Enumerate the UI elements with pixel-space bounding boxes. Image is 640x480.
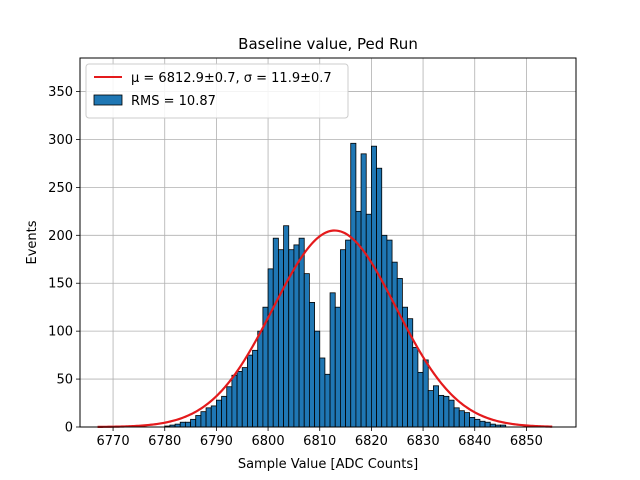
- histogram-bar: [386, 239, 393, 428]
- histogram-bar: [443, 395, 450, 428]
- histogram-bar: [365, 213, 372, 428]
- histogram-bar: [448, 399, 455, 428]
- histogram-bar: [252, 349, 259, 428]
- histogram-bar: [231, 374, 238, 428]
- chart-title: Baseline value, Ped Run: [238, 35, 418, 53]
- x-tick-label: 6810: [303, 434, 336, 449]
- legend-box: [85, 63, 349, 119]
- histogram-bar: [319, 357, 326, 428]
- histogram-bar: [283, 225, 290, 428]
- histogram-bar: [215, 399, 222, 428]
- histogram-bar: [200, 411, 207, 428]
- histogram-bar: [190, 418, 197, 428]
- histogram-bar: [236, 371, 243, 428]
- histogram-bar: [422, 359, 429, 428]
- histogram-bar: [396, 278, 403, 428]
- plot-frame: [79, 57, 577, 428]
- legend-histogram-swatch: [93, 94, 123, 106]
- x-tick-label: 6850: [510, 434, 543, 449]
- y-tick-label: 200: [48, 229, 73, 244]
- histogram-bar: [298, 237, 305, 428]
- x-axis-label: Sample Value [ADC Counts]: [238, 457, 418, 472]
- histogram-bar: [267, 268, 274, 428]
- histogram-bar: [479, 420, 486, 428]
- histogram-bar: [205, 407, 212, 428]
- x-tick-label: 6780: [148, 434, 181, 449]
- histogram-bar: [376, 167, 383, 428]
- histogram-bar: [458, 410, 465, 428]
- histogram-bar: [484, 421, 491, 428]
- histogram-bar: [463, 412, 470, 428]
- legend-histogram-label: RMS = 10.87: [131, 94, 216, 109]
- y-tick-label: 300: [48, 133, 73, 148]
- histogram-bar: [350, 142, 357, 428]
- histogram-bar: [246, 354, 253, 428]
- histogram-bar: [469, 417, 476, 428]
- histogram-bar: [272, 237, 279, 428]
- histogram-bar: [339, 249, 346, 428]
- histogram-bar: [324, 373, 331, 428]
- histogram-bar: [438, 394, 445, 428]
- x-tick-label: 6830: [407, 434, 440, 449]
- histogram-bar: [303, 273, 310, 428]
- histogram-bars: [164, 142, 507, 428]
- histogram-bar: [432, 385, 439, 428]
- histogram-bar: [293, 244, 300, 428]
- x-tick-label: 6800: [252, 434, 285, 449]
- y-tick-label: 50: [56, 373, 73, 388]
- histogram-bar: [453, 407, 460, 428]
- histogram-bar: [334, 306, 341, 428]
- histogram-bar: [226, 386, 233, 428]
- x-tick-label: 6770: [97, 434, 130, 449]
- histogram-bar: [314, 330, 321, 428]
- x-tick-label: 6820: [355, 434, 388, 449]
- histogram-bar: [474, 418, 481, 428]
- histogram-bar: [329, 292, 336, 428]
- histogram-bar: [184, 421, 191, 428]
- histogram-bar: [195, 415, 202, 428]
- histogram-bar: [370, 145, 377, 428]
- histogram-bar: [241, 367, 248, 428]
- y-tick-label: 0: [65, 421, 73, 436]
- histogram-bar: [257, 330, 264, 428]
- x-tick-label: 6790: [200, 434, 233, 449]
- histogram-bar: [179, 421, 186, 428]
- y-tick-label: 150: [48, 277, 73, 292]
- histogram-bar: [345, 239, 352, 428]
- histogram-bar: [427, 390, 434, 428]
- histogram-bar: [277, 249, 284, 428]
- histogram-bar: [210, 405, 217, 428]
- histogram-bar: [221, 395, 228, 428]
- histogram-bar: [417, 371, 424, 428]
- legend: μ = 6812.9±0.7, σ = 11.9±0.7 RMS = 10.87: [85, 63, 349, 119]
- y-tick-label: 100: [48, 325, 73, 340]
- legend-fit-label: μ = 6812.9±0.7, σ = 11.9±0.7: [131, 71, 332, 86]
- x-tick-label: 6840: [458, 434, 491, 449]
- histogram-bar: [391, 261, 398, 428]
- histogram-bar: [412, 347, 419, 428]
- fit-curve: [97, 229, 553, 428]
- gaussian-fit: [97, 229, 553, 428]
- histogram-bar: [381, 234, 388, 428]
- histogram-bar: [360, 153, 367, 428]
- y-tick-label: 350: [48, 85, 73, 100]
- y-tick-label: 250: [48, 181, 73, 196]
- histogram-bar: [308, 302, 315, 428]
- y-axis-label: Events: [25, 220, 40, 264]
- axis-ticks: 6770 6780 6790 6800 6810 6820 6830 6840 6850 0 50 1…: [48, 85, 543, 449]
